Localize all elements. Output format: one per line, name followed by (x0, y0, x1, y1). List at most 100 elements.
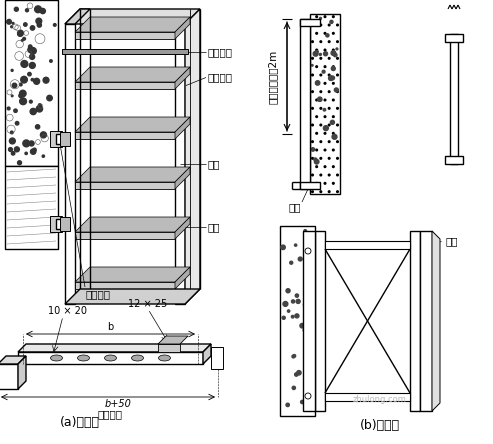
Circle shape (300, 323, 305, 328)
Bar (5, 0, 58, 166)
Circle shape (283, 301, 288, 306)
Text: b+50: b+50 (105, 399, 132, 409)
Bar (75, 182, 175, 189)
Bar (315, 231, 325, 411)
Circle shape (24, 23, 27, 26)
Circle shape (14, 7, 18, 11)
Circle shape (18, 30, 23, 36)
Circle shape (6, 20, 11, 24)
Bar (445, 156, 463, 164)
Circle shape (30, 63, 35, 68)
Polygon shape (432, 231, 440, 411)
Bar (75, 232, 175, 239)
Bar (300, 19, 320, 26)
Circle shape (315, 159, 319, 164)
Circle shape (8, 147, 12, 151)
Text: 槽锂: 槽锂 (289, 202, 301, 212)
Bar (75, 282, 175, 289)
Polygon shape (0, 364, 18, 389)
Circle shape (30, 54, 35, 59)
Circle shape (53, 24, 56, 26)
Bar (300, 182, 320, 189)
Ellipse shape (105, 355, 116, 361)
Ellipse shape (132, 355, 143, 361)
Circle shape (20, 98, 27, 105)
Circle shape (12, 22, 14, 24)
Bar (56, 219, 65, 229)
Bar (75, 132, 175, 139)
Circle shape (309, 291, 314, 296)
Circle shape (31, 149, 36, 154)
Circle shape (23, 140, 30, 147)
Circle shape (35, 125, 40, 129)
Circle shape (40, 8, 45, 14)
Circle shape (292, 386, 295, 389)
Circle shape (331, 51, 336, 56)
Circle shape (317, 97, 322, 101)
Circle shape (31, 26, 35, 30)
Circle shape (330, 20, 333, 24)
Bar (325, 241, 410, 249)
Circle shape (34, 78, 39, 84)
Circle shape (282, 316, 285, 319)
Circle shape (330, 120, 334, 124)
Circle shape (29, 45, 32, 48)
Bar (62, 49, 188, 54)
Polygon shape (65, 9, 200, 24)
Bar (56, 134, 65, 144)
Circle shape (20, 90, 26, 97)
Circle shape (37, 23, 41, 27)
Text: 连接螺栓: 连接螺栓 (207, 72, 232, 83)
Polygon shape (158, 336, 188, 344)
Circle shape (307, 339, 311, 343)
Polygon shape (18, 344, 211, 352)
Circle shape (11, 151, 15, 155)
Bar (310, 14, 340, 194)
Circle shape (319, 17, 321, 20)
Circle shape (31, 79, 34, 81)
Circle shape (25, 152, 27, 155)
Circle shape (311, 148, 315, 151)
Text: (a)方式一: (a)方式一 (60, 416, 100, 429)
Polygon shape (75, 167, 190, 182)
Circle shape (312, 64, 313, 66)
Circle shape (336, 48, 338, 50)
Circle shape (286, 289, 290, 293)
Bar (303, 231, 315, 411)
Circle shape (15, 122, 19, 125)
Circle shape (326, 34, 329, 37)
Text: (b)方式二: (b)方式二 (360, 419, 400, 432)
Text: 12 × 25: 12 × 25 (128, 299, 168, 309)
Circle shape (14, 147, 19, 152)
Bar (325, 393, 410, 401)
Circle shape (293, 355, 296, 357)
Circle shape (12, 83, 17, 88)
Circle shape (313, 52, 318, 56)
Circle shape (43, 77, 49, 83)
Polygon shape (65, 9, 90, 24)
Circle shape (331, 76, 335, 80)
Polygon shape (75, 217, 190, 232)
Bar (50, 216, 62, 232)
Circle shape (38, 104, 40, 106)
Bar (280, 226, 315, 416)
Circle shape (18, 161, 22, 165)
Text: 膌胀螺栓: 膌胀螺栓 (85, 289, 110, 299)
Circle shape (11, 69, 13, 71)
Circle shape (30, 108, 36, 115)
Circle shape (33, 148, 36, 151)
Circle shape (316, 51, 318, 52)
Polygon shape (185, 9, 200, 304)
Circle shape (23, 37, 26, 40)
Circle shape (292, 355, 295, 358)
Ellipse shape (50, 355, 63, 361)
Circle shape (305, 393, 311, 399)
Circle shape (28, 72, 31, 76)
Bar (450, 34, 458, 164)
Bar (158, 344, 180, 352)
Text: 槽锂: 槽锂 (445, 236, 458, 246)
Circle shape (30, 100, 32, 103)
Circle shape (323, 52, 327, 56)
Circle shape (47, 95, 52, 101)
Circle shape (295, 373, 298, 376)
